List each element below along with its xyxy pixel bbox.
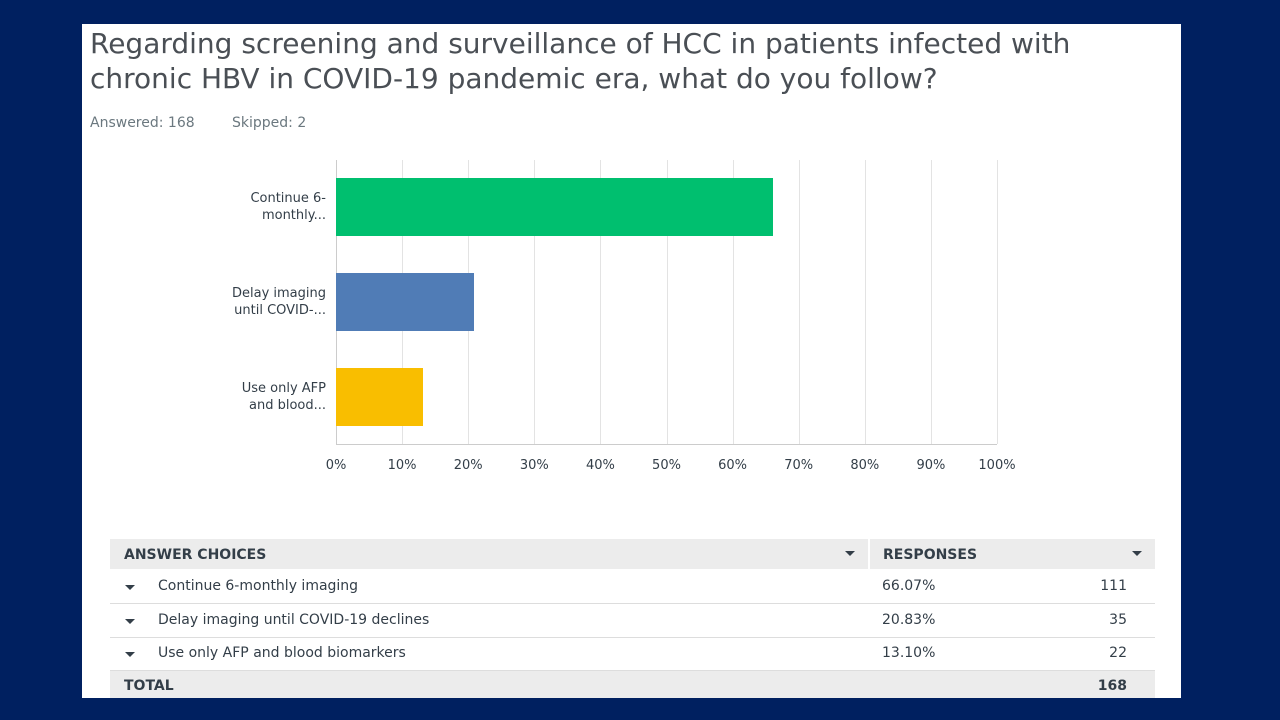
expand-arrow[interactable] [125,652,135,657]
response-count: 22 [1109,645,1127,661]
answer-choice: Use only AFP and blood biomarkers [158,645,406,661]
response-percent: 13.10% [882,645,936,661]
x-tick-label: 0% [325,458,347,473]
row-separator [110,670,1155,671]
grid-line [798,160,800,444]
x-tick-label: 60% [718,458,748,473]
x-tick-label: 20% [453,458,483,473]
x-axis [336,444,997,445]
total-label: TOTAL [124,678,174,694]
bar [336,367,423,426]
column-header: ANSWER CHOICES [124,547,267,563]
x-tick-label: 50% [652,458,681,473]
row-separator [110,636,1155,638]
grid-line [997,160,998,444]
x-tick-label: 40% [585,458,615,473]
x-tick-label: 30% [519,458,549,473]
response-percent: 20.83% [882,611,936,628]
total-count: 168 [1097,678,1127,694]
answer-choice: Delay imaging until COVID-19 declines [158,611,430,628]
sort-arrow[interactable] [1132,551,1142,556]
response-count: 35 [1109,611,1127,628]
bar [336,273,474,331]
column-header: RESPONSES [883,547,978,563]
expand-arrow[interactable] [125,585,135,590]
grid-line [930,160,932,444]
column-divider [868,539,870,569]
x-tick-label: 100% [978,458,1016,473]
table-header [110,539,1155,569]
category-label: Delay imaging until COVID-... [231,286,326,318]
x-tick-label: 70% [784,458,814,473]
table: ANSWER CHOICES RESPONSES Continue 6-monthl… [110,539,1155,698]
grid-line [732,160,734,444]
chart: 0% 10% 20% 30% 40% 50% 60% 70% 80% 90% 100% Continu… [82,24,1181,524]
response-count: 111 [1100,578,1127,594]
grid-line [864,160,866,444]
category-label: Continue 6-monthly... [250,191,326,224]
grid-line [534,160,536,444]
response-percent: 66.07% [882,578,936,594]
bar [336,178,773,237]
grid-line [600,160,602,444]
category-label: Use only AFP and blood... [241,380,326,413]
x-tick-label: 90% [916,458,946,473]
x-tick-label: 80% [850,458,880,473]
panel: Regarding screening and surveillance of … [82,24,1181,698]
expand-arrow[interactable] [125,618,135,624]
row-separator [110,603,1155,604]
sort-arrow[interactable] [845,551,855,556]
grid-line [666,160,668,444]
title: Regarding screening and surveillance of … [90,27,1071,95]
x-tick-label: 10% [387,458,417,473]
answered: Answered: 168 [90,115,195,131]
total-row [110,670,1155,698]
answer-choice: Continue 6-monthly imaging [158,578,359,594]
skipped: Skipped: 2 [232,115,307,131]
